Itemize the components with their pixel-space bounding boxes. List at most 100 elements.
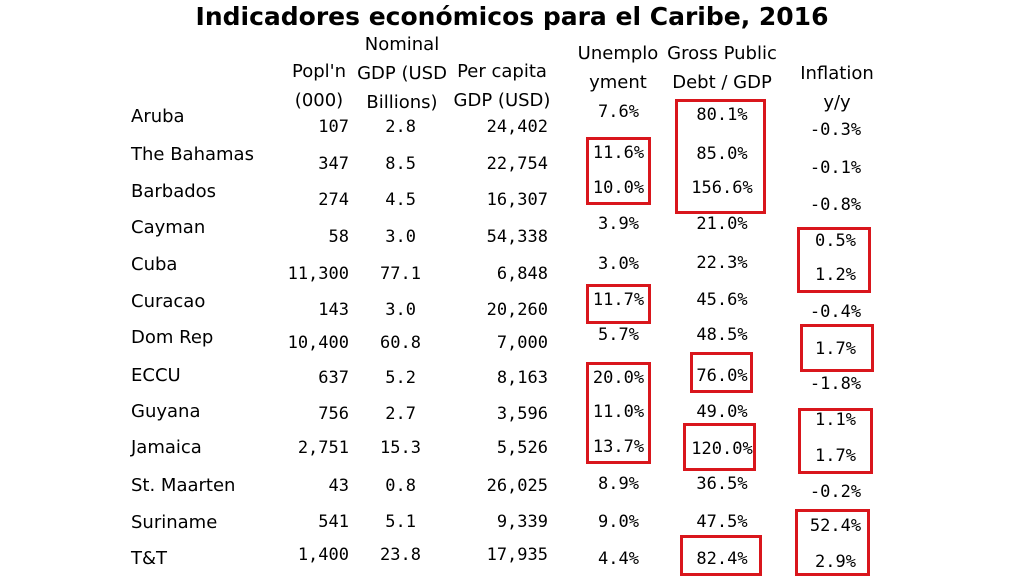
cell-debt: 45.6% [696,290,748,310]
cell-infl: -0.2% [809,482,862,502]
cell-debt: 82.4% [696,549,748,569]
cell-pop: 58 [328,227,349,247]
cell-unemp: 9.0% [598,512,639,532]
cell-pop: 1,400 [297,545,349,565]
cell-percap: 7,000 [496,333,548,353]
cell-infl: 1.7% [815,339,856,359]
cell-infl: 1.1% [815,410,856,430]
cell-infl: 1.7% [815,446,856,466]
row-country-name: Jamaica [131,437,202,458]
cell-unemp: 11.6% [592,143,645,163]
cell-debt: 76.0% [696,366,748,386]
row-country-name: Barbados [131,181,217,202]
highlight-box [683,423,756,471]
row-country-name: Curacao [131,291,206,312]
header-gdp-line1: Nominal [364,34,440,55]
cell-gdp: 4.5 [385,190,416,210]
header-percap-line1: Per capita [457,61,547,82]
cell-unemp: 7.6% [598,102,639,122]
cell-gdp: 8.5 [385,154,416,174]
header-population-line1: Popl'n [291,61,346,82]
highlight-box [675,99,766,214]
header-nominal-gdp: Nominal GDP (USD Billions) [356,30,448,117]
cell-pop: 107 [318,117,349,137]
cell-gdp: 15.3 [380,438,421,458]
cell-infl: -0.4% [809,302,862,322]
cell-infl: 1.2% [815,265,856,285]
header-percap-line2: GDP (USD) [453,90,551,111]
highlight-box [586,137,651,205]
header-unemp-line2: yment [589,72,647,93]
row-country-name: ECCU [131,365,181,386]
cell-debt: 21.0% [696,214,748,234]
cell-unemp: 10.0% [592,178,645,198]
cell-unemp: 5.7% [598,325,639,345]
row-country-name: Cuba [131,254,178,275]
cell-unemp: 4.4% [598,549,639,569]
header-population-line2: (000) [294,90,344,111]
cell-debt: 120.0% [691,439,753,459]
cell-pop: 756 [318,404,349,424]
header-per-capita-gdp: Per capita GDP (USD) [452,57,552,115]
cell-infl: -0.8% [809,195,862,215]
cell-percap: 5,526 [496,438,548,458]
header-unemp-line1: Unemplo [577,43,659,64]
cell-percap: 3,596 [496,404,548,424]
cell-percap: 54,338 [486,227,548,247]
highlight-box [795,509,870,576]
cell-gdp: 23.8 [380,545,421,565]
highlight-box [586,362,651,464]
cell-pop: 347 [318,154,349,174]
cell-percap: 17,935 [486,545,548,565]
cell-unemp: 11.7% [592,290,645,310]
header-infl-line1: Inflation [800,63,874,84]
highlight-box [798,408,873,474]
cell-unemp: 3.9% [598,214,639,234]
cell-pop: 2,751 [297,438,349,458]
cell-pop: 541 [318,512,349,532]
cell-pop: 43 [328,476,349,496]
cell-pop: 10,400 [287,333,349,353]
highlight-box [797,227,871,293]
cell-gdp: 0.8 [385,476,416,496]
cell-percap: 24,402 [486,117,548,137]
cell-debt: 36.5% [696,474,748,494]
header-unemployment: Unemplo yment [574,39,662,97]
cell-debt: 48.5% [696,325,748,345]
header-gdp-line2: GDP (USD [357,63,447,84]
row-country-name: The Bahamas [131,144,254,165]
header-debt-line2: Debt / GDP [672,72,772,93]
cell-debt: 22.3% [696,253,748,273]
cell-percap: 6,848 [496,264,548,284]
cell-unemp: 13.7% [592,437,645,457]
cell-percap: 22,754 [486,154,548,174]
cell-infl: -0.1% [809,158,862,178]
cell-gdp: 5.1 [385,512,416,532]
cell-pop: 637 [318,368,349,388]
highlight-box [586,284,651,324]
cell-gdp: 2.8 [385,117,416,137]
cell-gdp: 5.2 [385,368,416,388]
cell-debt: 80.1% [696,105,748,125]
cell-debt: 49.0% [696,402,748,422]
cell-unemp: 8.9% [598,474,639,494]
cell-infl: 2.9% [815,552,856,572]
cell-infl: 0.5% [815,231,856,251]
row-country-name: Aruba [131,106,185,127]
cell-gdp: 3.0 [385,227,416,247]
header-debt-line1: Gross Public [667,43,777,64]
cell-infl: -0.3% [809,120,862,140]
row-country-name: Guyana [131,401,201,422]
cell-percap: 8,163 [496,368,548,388]
header-gross-public-debt: Gross Public Debt / GDP [664,39,780,97]
header-inflation: Inflation y/y [794,59,880,117]
row-country-name: T&T [131,548,168,569]
cell-percap: 26,025 [486,476,548,496]
cell-unemp: 3.0% [598,254,639,274]
cell-percap: 20,260 [486,300,548,320]
cell-percap: 9,339 [496,512,548,532]
cell-percap: 16,307 [486,190,548,210]
cell-debt: 156.6% [691,178,753,198]
highlight-box [800,324,874,372]
header-gdp-line3: Billions) [366,92,438,113]
